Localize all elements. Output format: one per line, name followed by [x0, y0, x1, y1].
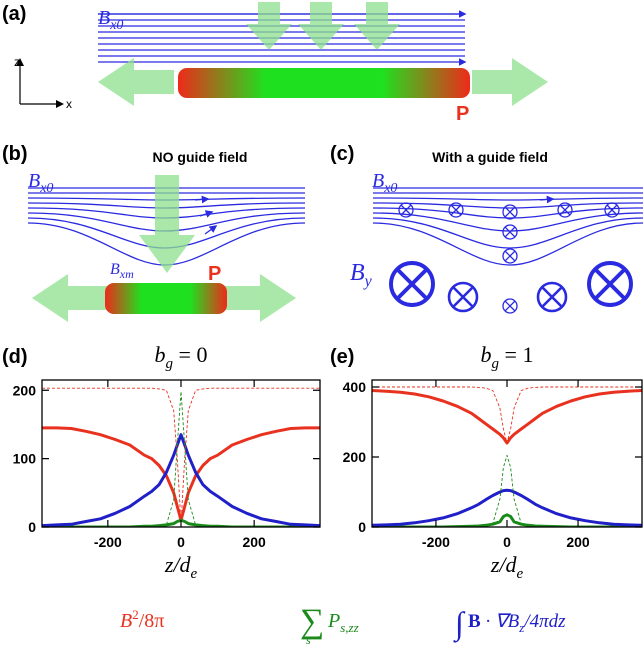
x-axis-label: z/de: [490, 552, 524, 582]
legend-entry: s: [306, 633, 311, 647]
panel-c: (c) With a guide field Bx0 By: [330, 143, 643, 313]
series-line: [42, 388, 320, 523]
field-lines: [98, 14, 465, 62]
field-label: Bxm: [110, 261, 134, 281]
legend-entry: B2/8π: [120, 607, 164, 632]
panel-title: With a guide field: [432, 149, 548, 165]
chart-title: bg = 0: [155, 342, 208, 372]
panel-label: (e): [330, 346, 354, 368]
legend: B2/8π ∑ s Ps,zz ∫ B · ∇Bz/4πdz: [120, 603, 566, 647]
y-tick-label: 100: [13, 451, 37, 467]
field-label: Bx0: [372, 170, 397, 196]
pressure-label: P: [456, 103, 469, 125]
axis-z: z: [14, 55, 20, 69]
panel-a: (a) Bx0 P z x: [2, 2, 548, 125]
legend-entry: ∫: [453, 605, 466, 643]
guide-field-symbols: [391, 203, 631, 313]
legend-entry: ∑: [300, 603, 324, 640]
current-sheet: [178, 68, 470, 98]
panel-label: (d): [2, 346, 28, 368]
chart-title: bg = 1: [481, 342, 534, 372]
panel-b: (b) NO guide field Bx0 Bxm P: [2, 143, 305, 322]
legend-entry: B · ∇Bz/4πdz: [468, 611, 566, 635]
series-line: [42, 392, 320, 527]
series-line: [42, 428, 320, 520]
axes-heads: [16, 58, 64, 108]
panel-label: (c): [330, 143, 354, 165]
y-tick-label: 200: [343, 449, 367, 465]
x-tick-label: 200: [566, 534, 590, 550]
field-label: By: [350, 260, 373, 290]
x-tick-label: 0: [177, 534, 185, 550]
series-line: [372, 391, 642, 444]
field-label: Bx0: [98, 7, 123, 33]
series-line: [42, 435, 320, 526]
legend-entry: Ps,zz: [327, 610, 359, 635]
figure: (a) Bx0 P z x (b) NO guide field Bx0 Bxm…: [0, 0, 644, 648]
panel-label: (a): [2, 3, 26, 25]
x-tick-label: 0: [503, 534, 511, 550]
y-tick-label: 0: [358, 519, 366, 535]
axis-x: x: [66, 97, 72, 111]
y-tick-label: 400: [343, 379, 367, 395]
pressure-label: P: [208, 263, 221, 285]
plot-frame: [372, 380, 642, 527]
axes: [20, 62, 60, 104]
x-tick-label: -200: [422, 534, 450, 550]
plot-frame: [42, 380, 320, 527]
field-label: Bx0: [28, 170, 53, 196]
current-sheet: [105, 283, 227, 314]
x-tick-label: -200: [94, 534, 122, 550]
y-tick-label: 200: [13, 382, 37, 398]
series-line: [372, 387, 642, 443]
y-tick-label: 0: [28, 519, 36, 535]
panel-title: NO guide field: [153, 149, 248, 165]
panel-label: (b): [2, 143, 28, 165]
x-axis-label: z/de: [164, 552, 198, 582]
x-tick-label: 200: [242, 534, 266, 550]
